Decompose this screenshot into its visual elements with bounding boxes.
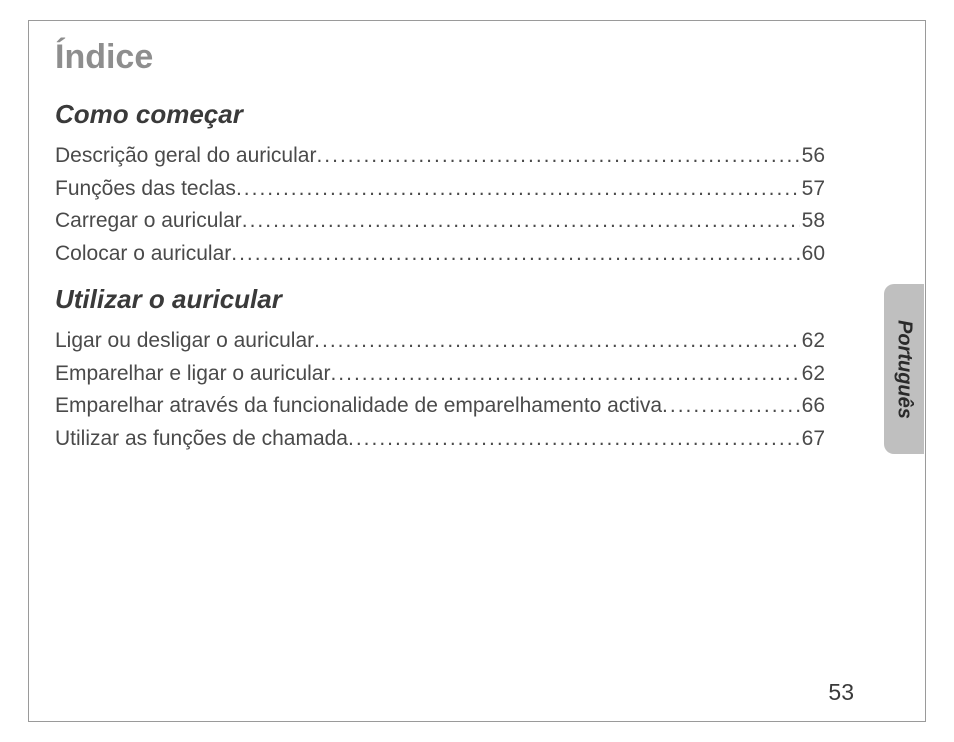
toc-entry[interactable]: Ligar ou desligar o auricular 62 — [55, 325, 825, 358]
toc-label: Carregar o auricular — [55, 205, 242, 238]
toc-label: Ligar ou desligar o auricular — [55, 325, 314, 358]
page-number: 53 — [828, 679, 854, 706]
toc-leader-dots — [348, 423, 800, 456]
toc-entry[interactable]: Carregar o auricular 58 — [55, 205, 825, 238]
toc-entry[interactable]: Emparelhar e ligar o auricular 62 — [55, 358, 825, 391]
toc-page-number: 56 — [800, 140, 825, 173]
toc-label: Funções das teclas — [55, 173, 236, 206]
language-tab[interactable]: Português — [884, 284, 924, 454]
toc-label: Emparelhar através da funcionalidade de … — [55, 390, 662, 423]
toc-content: Índice Como começar Descrição geral do a… — [55, 38, 825, 455]
toc-entry[interactable]: Funções das teclas 57 — [55, 173, 825, 206]
toc-page-number: 62 — [800, 358, 825, 391]
toc-entry[interactable]: Colocar o auricular 60 — [55, 238, 825, 271]
toc-page-number: 66 — [800, 390, 825, 423]
toc-leader-dots — [236, 173, 800, 206]
toc-leader-dots — [662, 390, 800, 423]
toc-label: Colocar o auricular — [55, 238, 231, 271]
toc-page-number: 58 — [800, 205, 825, 238]
toc-page-number: 67 — [800, 423, 825, 456]
toc-label: Descrição geral do auricular — [55, 140, 316, 173]
language-tab-label: Português — [893, 320, 916, 419]
toc-page-number: 62 — [800, 325, 825, 358]
toc-page-number: 57 — [800, 173, 825, 206]
section-title-1: Utilizar o auricular — [55, 284, 825, 315]
toc-label: Utilizar as funções de chamada — [55, 423, 348, 456]
toc-entry[interactable]: Descrição geral do auricular 56 — [55, 140, 825, 173]
toc-page-number: 60 — [800, 238, 825, 271]
toc-leader-dots — [330, 358, 799, 391]
section-title-0: Como começar — [55, 99, 825, 130]
toc-leader-dots — [314, 325, 799, 358]
toc-entry[interactable]: Emparelhar através da funcionalidade de … — [55, 390, 825, 423]
toc-leader-dots — [231, 238, 799, 271]
toc-leader-dots — [316, 140, 799, 173]
toc-leader-dots — [242, 205, 800, 238]
toc-entry[interactable]: Utilizar as funções de chamada 67 — [55, 423, 825, 456]
page-title: Índice — [55, 38, 825, 77]
toc-label: Emparelhar e ligar o auricular — [55, 358, 330, 391]
